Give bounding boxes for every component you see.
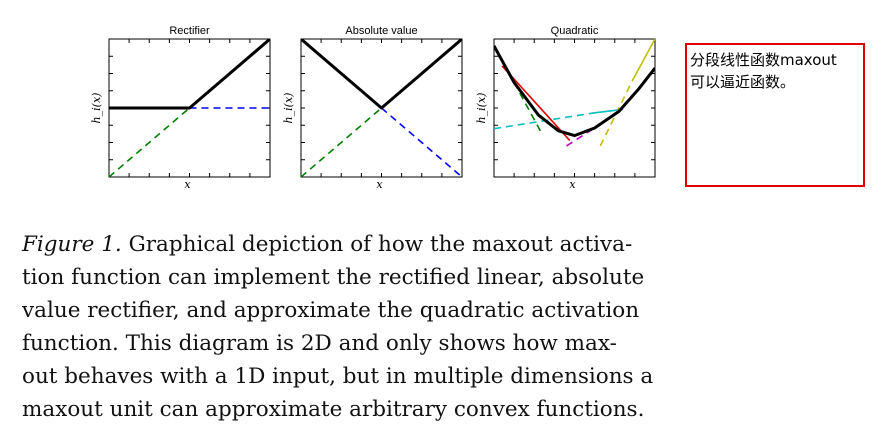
quadratic-plot: Quadratic x h_i(x): [475, 25, 656, 191]
rectifier-series-line-2: [109, 107, 191, 177]
rectifier-series-line-4: [109, 39, 270, 110]
figure-caption: Figure 1. Graphical depiction of how the…: [22, 228, 742, 426]
rectifier-series-group: [109, 39, 270, 177]
note-line-2: 可以逼近函数。: [690, 73, 796, 91]
caption-line-3: value rectifier, and approximate the qua…: [22, 298, 640, 323]
absolute-value-title: Absolute value: [345, 25, 417, 37]
rectifier-x-label: x: [184, 178, 191, 191]
caption-line-6: maxout unit can approximate arbitrary co…: [22, 397, 645, 422]
absolute-value-plot: Absolute value x h_i(x): [282, 25, 463, 191]
absolute-value-y-label: h_i(x): [282, 93, 295, 124]
figure: Rectifier x h_i(x) Absolute value x h_i(x) Q…: [0, 0, 893, 215]
caption-line-5: out behaves with a 1D input, but in mult…: [22, 364, 654, 389]
rectifier-plot: Rectifier x h_i(x): [90, 25, 271, 191]
quadratic-title: Quadratic: [551, 25, 599, 37]
figure-label: Figure 1.: [22, 232, 122, 257]
caption-line-1-text: Graphical depiction of how the maxout ac…: [121, 232, 633, 257]
quadratic-x-label: x: [569, 178, 576, 191]
absolute-value-series-line-1: [380, 107, 462, 177]
note-line-1: 分段线性函数maxout: [690, 51, 837, 69]
caption-line-4: function. This diagram is 2D and only sh…: [22, 331, 617, 356]
caption-line-2: tion function can implement the rectifie…: [22, 265, 645, 290]
quadratic-series-line-9: [494, 45, 655, 138]
rectifier-title: Rectifier: [169, 25, 210, 37]
maxout-plots: Rectifier x h_i(x) Absolute value x h_i(x) Q…: [90, 25, 656, 191]
absolute-value-series-group: [301, 39, 462, 177]
caption-line-1: Figure 1. Graphical depiction of how the…: [22, 228, 742, 261]
rectifier-y-label: h_i(x): [90, 93, 103, 124]
quadratic-series-line-1: [513, 82, 542, 132]
quadratic-frame: [493, 38, 656, 178]
absolute-value-series-line-4: [301, 39, 462, 110]
absolute-value-series-line-2: [301, 107, 383, 177]
annotation-note-box: 分段线性函数maxout 可以逼近函数。: [685, 43, 865, 187]
quadratic-y-label: h_i(x): [475, 93, 488, 124]
absolute-value-x-label: x: [376, 178, 383, 191]
quadratic-series-line-8: [631, 39, 655, 81]
quadratic-series-group: [494, 39, 655, 147]
